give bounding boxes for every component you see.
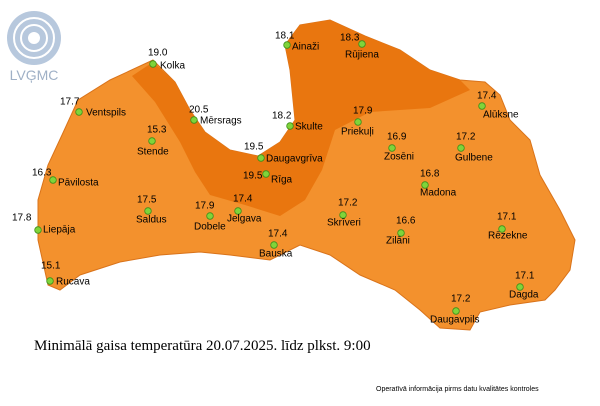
station-name: Priekuļi — [341, 127, 374, 138]
station-temp: 17.5 — [137, 195, 157, 206]
station-temp: 17.9 — [353, 106, 373, 117]
station-temp: 16.9 — [387, 132, 407, 143]
station-name: Ventspils — [86, 108, 126, 119]
logo: LVĢMC — [7, 11, 61, 83]
logo-ring — [20, 24, 48, 52]
station-name: Stende — [137, 147, 169, 158]
station-temp: 17.9 — [195, 201, 215, 212]
station-temp: 19.5 — [243, 171, 263, 182]
station-name: Pāvilosta — [58, 178, 99, 189]
station-temp: 17.2 — [451, 294, 471, 305]
station-name: Zilāni — [386, 236, 410, 247]
station-temp: 17.7 — [60, 97, 80, 108]
station-dot — [452, 307, 460, 315]
station-name: Jelgava — [227, 214, 262, 225]
station-dot — [354, 118, 362, 126]
station-temp: 19.0 — [148, 48, 168, 59]
station-name: Liepāja — [43, 225, 76, 236]
station-dot — [283, 41, 291, 49]
station-name: Alūksne — [483, 110, 519, 121]
station-dot — [457, 144, 465, 152]
station-dot — [262, 170, 270, 178]
station-temp: 17.1 — [515, 271, 535, 282]
station-name: Dagda — [509, 290, 539, 301]
station-name: Ainaži — [292, 42, 319, 53]
station-temp: 18.1 — [275, 31, 295, 42]
station-name: Rūjiena — [345, 50, 379, 61]
station-name: Rucava — [56, 277, 90, 288]
station-dot — [270, 241, 278, 249]
station-temp: 16.3 — [32, 168, 52, 179]
station-temp: 19.5 — [244, 142, 264, 153]
station-dot — [498, 225, 506, 233]
caption: Minimālā gaisa temperatūra 20.07.2025. l… — [34, 338, 371, 354]
station-dot — [286, 122, 294, 130]
station-temp: 18.3 — [340, 33, 360, 44]
station-dot — [206, 212, 214, 220]
station-temp: 20.5 — [189, 105, 209, 116]
station-dot — [144, 207, 152, 215]
station-temp: 16.6 — [396, 216, 416, 227]
station-dot — [75, 108, 83, 116]
station-dot — [516, 283, 524, 291]
station-dot — [358, 40, 366, 48]
station-temp: 17.8 — [12, 213, 32, 224]
station-temp: 17.4 — [268, 229, 288, 240]
station-dot — [339, 211, 347, 219]
station-temp: 17.2 — [338, 198, 358, 209]
station-dot — [34, 226, 42, 234]
warm-region — [132, 20, 470, 216]
station-name: Rīga — [271, 175, 293, 186]
station-dot — [257, 154, 265, 162]
footnote: Operatīvā informācija pirms datu kvalitā… — [376, 386, 539, 393]
station-dot — [149, 60, 157, 68]
station-temp: 17.1 — [497, 212, 517, 223]
station-name: Dobele — [194, 222, 226, 233]
station-name: Gulbene — [455, 153, 493, 164]
station-dot — [421, 181, 429, 189]
station-name: Bauska — [259, 249, 293, 260]
station-name: Daugavpils — [430, 315, 479, 326]
station-dot — [46, 277, 54, 285]
station-name: Mērsrags — [200, 116, 242, 127]
station-dot — [190, 116, 198, 124]
logo-ring — [13, 17, 55, 59]
station-dot — [397, 229, 405, 237]
station-dot — [234, 207, 242, 215]
station-temp: 16.8 — [420, 169, 440, 180]
station-name: Madona — [420, 188, 457, 199]
station-temp: 15.3 — [147, 125, 167, 136]
station-name: Rēzekne — [488, 231, 528, 242]
logo-core — [28, 32, 40, 44]
station-name: Skulte — [295, 122, 323, 133]
station-temp: 18.2 — [272, 111, 292, 122]
station-name: Daugavgrīva — [266, 154, 323, 165]
station-temp: 17.4 — [233, 194, 253, 205]
station-dot — [148, 137, 156, 145]
station-name: Kolka — [160, 61, 185, 72]
station-temp: 17.4 — [477, 91, 497, 102]
station-temp: 15.1 — [41, 261, 61, 272]
station-temp: 17.2 — [456, 132, 476, 143]
logo-text: LVĢMC — [10, 67, 59, 83]
station-name: Saldus — [136, 215, 167, 226]
station-dot — [478, 102, 486, 110]
station-name: Zosēni — [384, 152, 414, 163]
station-dot — [49, 176, 57, 184]
station-name: Skrīveri — [327, 218, 361, 229]
station-dot — [388, 144, 396, 152]
